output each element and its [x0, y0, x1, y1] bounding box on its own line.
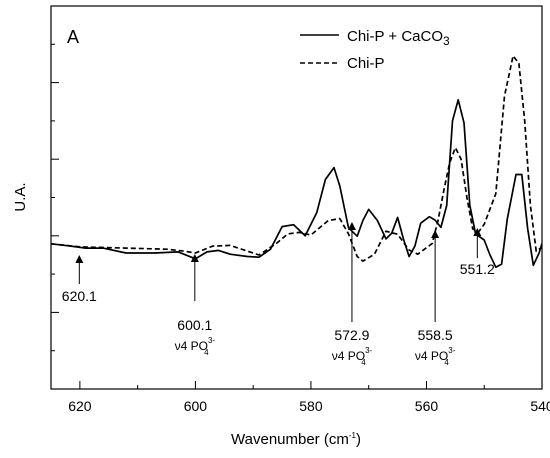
x-tick-label: 620 — [68, 398, 92, 414]
peak-annotation: 600.1 ν4 PO3-4 — [175, 254, 216, 357]
legend-label-dashed: Chi-P — [347, 55, 385, 72]
y-axis-ticks — [51, 43, 59, 352]
x-tick-label: 600 — [184, 398, 208, 414]
y-axis-title: U.A. — [12, 182, 29, 211]
series-layer — [51, 54, 542, 269]
x-tick-label: 560 — [415, 398, 439, 414]
peak-value-label: 600.1 — [177, 317, 212, 333]
peak-value-label: 620.1 — [62, 288, 97, 304]
legend-label-solid: Chi-P + CaCO3 — [347, 28, 450, 48]
peak-annotation: 620.1 — [62, 255, 97, 304]
x-tick-label: 540 — [530, 398, 550, 414]
x-tick-label: 580 — [299, 398, 323, 414]
peak-annotation: 558.5 ν4 PO3-4 — [415, 230, 456, 367]
x-axis-tick-labels: 620 600 580 560 540 — [68, 398, 550, 414]
peak-value-label: 551.2 — [460, 261, 495, 277]
series-line-chi-p-caco3 — [51, 98, 542, 269]
peak-assignment-label: ν4 PO3-4 — [175, 336, 216, 357]
plot-frame — [50, 5, 543, 390]
peak-assignment-label: ν4 PO3-4 — [415, 346, 456, 367]
peak-annotations: 620.1 600.1 ν4 PO3-4 572.9 ν4 PO3-4 558.5 ν4 P… — [62, 222, 495, 367]
series-line-chi-p — [51, 54, 542, 262]
peak-annotation: 572.9 ν4 PO3-4 — [332, 222, 373, 367]
panel-letter: A — [67, 27, 79, 47]
x-axis-title: Wavenumber (cm-1) — [231, 431, 361, 448]
peak-assignment-label: ν4 PO3-4 — [332, 346, 373, 367]
legend: Chi-P + CaCO3 Chi-P — [300, 28, 450, 72]
peak-annotation: 551.2 — [460, 228, 495, 277]
x-axis-ticks — [79, 381, 543, 389]
peak-value-label: 572.9 — [334, 327, 369, 343]
peak-value-label: 558.5 — [418, 327, 453, 343]
